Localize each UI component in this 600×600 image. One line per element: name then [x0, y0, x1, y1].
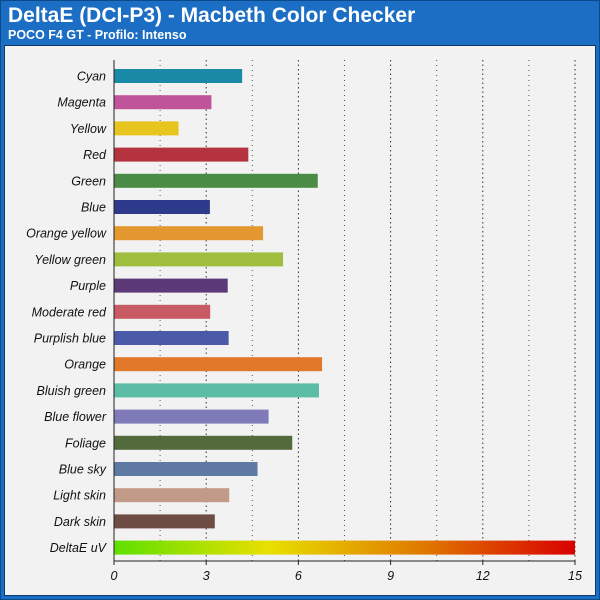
bar-blue	[114, 200, 210, 214]
category-label: Orange	[64, 358, 106, 372]
x-tick-label: 6	[295, 569, 302, 583]
category-label: DeltaE uV	[50, 541, 108, 555]
x-tick-label: 12	[476, 569, 490, 583]
grid-lines	[159, 60, 576, 561]
category-label: Cyan	[77, 70, 106, 84]
category-label: Green	[71, 174, 106, 188]
category-label: Blue flower	[44, 410, 107, 424]
bar-purple	[114, 278, 228, 293]
x-tick-label: 15	[568, 569, 582, 583]
category-label: Blue	[81, 201, 106, 215]
plot-panel	[4, 45, 596, 596]
bar-blue-flower	[114, 409, 269, 424]
category-label: Dark skin	[54, 515, 106, 529]
category-label: Yellow green	[34, 253, 106, 267]
x-tick-label: 0	[111, 569, 118, 583]
category-label: Yellow	[70, 122, 107, 136]
bar-dark-skin	[114, 514, 215, 529]
category-label: Blue sky	[59, 463, 107, 477]
x-tick-label: 3	[203, 569, 210, 583]
bar-blue-sky	[114, 462, 258, 476]
category-label: Bluish green	[37, 384, 107, 398]
category-labels: Cyan Magenta Yellow Red Green Blue Orange yell…	[26, 70, 108, 556]
category-label: Purplish blue	[34, 332, 106, 346]
category-label: Magenta	[57, 96, 106, 110]
category-label: Moderate red	[32, 305, 107, 319]
bar-green	[114, 173, 318, 188]
bar-foliage	[114, 435, 293, 450]
bar-magenta	[114, 95, 212, 110]
category-label: Red	[83, 148, 107, 162]
bar-deltae-uv	[114, 540, 575, 555]
category-label: Purple	[70, 279, 106, 293]
bar-yellow-green	[114, 252, 284, 267]
chart-subtitle: POCO F4 GT - Profilo: Intenso	[8, 28, 187, 42]
bar-orange-yellow	[114, 226, 264, 241]
bar-yellow	[114, 121, 179, 136]
category-label: Orange yellow	[26, 227, 107, 241]
bar-orange	[114, 357, 323, 372]
bar-moderate-red	[114, 304, 211, 319]
bar-cyan	[114, 69, 243, 83]
bars	[114, 69, 575, 555]
category-label: Foliage	[65, 436, 106, 450]
chart-title: DeltaE (DCI-P3) - Macbeth Color Checker	[8, 4, 416, 27]
bar-red	[114, 147, 249, 162]
x-tick-label: 9	[387, 569, 394, 583]
category-label: Light skin	[53, 489, 106, 503]
bar-bluish-green	[114, 383, 319, 398]
bar-purplish-blue	[114, 331, 229, 345]
bar-light-skin	[114, 488, 230, 503]
x-axis: 0 3 6 9 12 15	[111, 60, 582, 583]
